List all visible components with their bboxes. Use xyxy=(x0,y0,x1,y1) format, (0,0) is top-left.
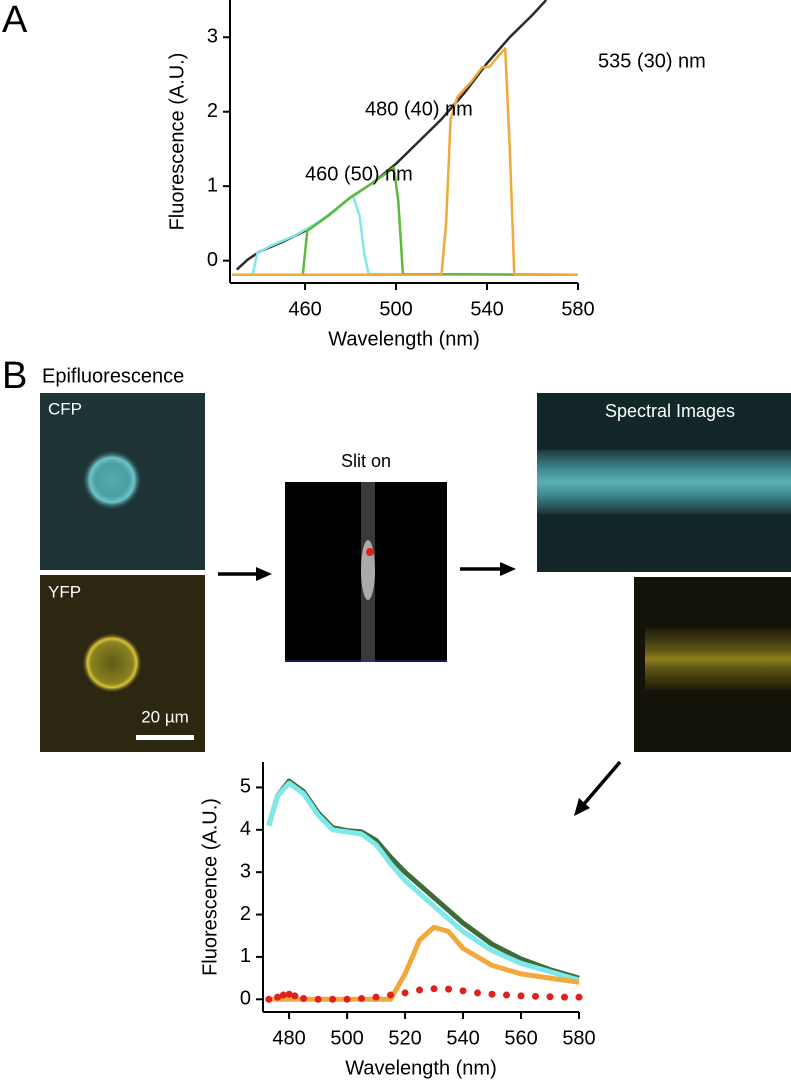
data-point xyxy=(488,990,496,998)
data-point xyxy=(474,989,482,997)
data-point xyxy=(314,995,322,1003)
y-tick-label: 5 xyxy=(240,776,251,798)
arrows xyxy=(218,562,622,816)
data-point xyxy=(273,993,281,1001)
image-label: CFP xyxy=(48,399,82,418)
x-tick-label: 540 xyxy=(446,1027,479,1049)
scale-bar xyxy=(136,735,194,740)
series-label: 460 (50) nm xyxy=(305,163,413,185)
spectral-band xyxy=(537,450,791,514)
x-tick-label: 480 xyxy=(272,1027,305,1049)
panel-label: B xyxy=(2,355,27,397)
data-point xyxy=(285,990,293,998)
data-point xyxy=(546,993,554,1001)
image-label: YFP xyxy=(48,582,81,601)
data-line xyxy=(268,924,580,1002)
spectral-band xyxy=(645,628,791,690)
cell xyxy=(82,633,142,693)
data-point xyxy=(401,989,409,997)
x-axis-title: Wavelength (nm) xyxy=(345,1057,497,1079)
data-line xyxy=(232,47,579,277)
data-line xyxy=(232,166,579,277)
x-tick-label: 540 xyxy=(470,298,503,320)
data-point xyxy=(445,985,453,993)
series-label: 480 (40) nm xyxy=(365,98,473,120)
data-point xyxy=(503,991,511,999)
data-point xyxy=(387,991,395,999)
data-line xyxy=(235,0,548,271)
x-axis-title: Wavelength (nm) xyxy=(328,328,480,350)
scale-bar-label: 20 µm xyxy=(141,707,189,726)
x-tick-label: 460 xyxy=(288,298,321,320)
y-tick-label: 1 xyxy=(240,945,251,967)
data-point xyxy=(343,995,351,1003)
data-point xyxy=(372,993,380,1001)
y-tick-label: 0 xyxy=(207,249,218,271)
data-point xyxy=(575,993,583,1001)
x-tick-label: 520 xyxy=(388,1027,421,1049)
data-point xyxy=(430,985,438,993)
y-tick-label: 3 xyxy=(207,26,218,48)
data-point xyxy=(459,987,467,995)
data-point xyxy=(416,986,424,994)
image-heading: Epifluorescence xyxy=(42,365,184,387)
data-point xyxy=(279,991,287,999)
y-tick-label: 2 xyxy=(207,100,218,122)
data-point xyxy=(291,992,299,1000)
y-tick-label: 1 xyxy=(207,174,218,196)
panel-label: A xyxy=(2,0,28,41)
image-label: Slit on xyxy=(341,451,391,471)
x-tick-label: 560 xyxy=(504,1027,537,1049)
cell xyxy=(82,450,142,510)
x-tick-label: 580 xyxy=(561,298,594,320)
data-point xyxy=(265,995,273,1003)
y-axis-title: Fluorescence (A.U.) xyxy=(199,798,221,976)
series-label: 535 (30) nm xyxy=(598,50,706,72)
data-line xyxy=(232,193,579,277)
y-tick-label: 4 xyxy=(240,818,251,840)
x-tick-label: 500 xyxy=(379,298,412,320)
y-tick-label: 0 xyxy=(240,988,251,1010)
image-label: Spectral Images xyxy=(605,401,735,421)
x-tick-label: 580 xyxy=(562,1027,595,1049)
data-point xyxy=(300,994,308,1002)
data-line xyxy=(266,780,580,983)
data-point xyxy=(561,993,569,1001)
data-point xyxy=(329,995,337,1003)
y-tick-label: 2 xyxy=(240,903,251,925)
x-tick-label: 500 xyxy=(330,1027,363,1049)
data-point xyxy=(358,994,366,1002)
data-point xyxy=(532,992,540,1000)
y-tick-label: 3 xyxy=(240,860,251,882)
y-axis-title: Fluorescence (A.U.) xyxy=(166,53,188,231)
data-point xyxy=(517,992,525,1000)
marker xyxy=(366,548,374,556)
